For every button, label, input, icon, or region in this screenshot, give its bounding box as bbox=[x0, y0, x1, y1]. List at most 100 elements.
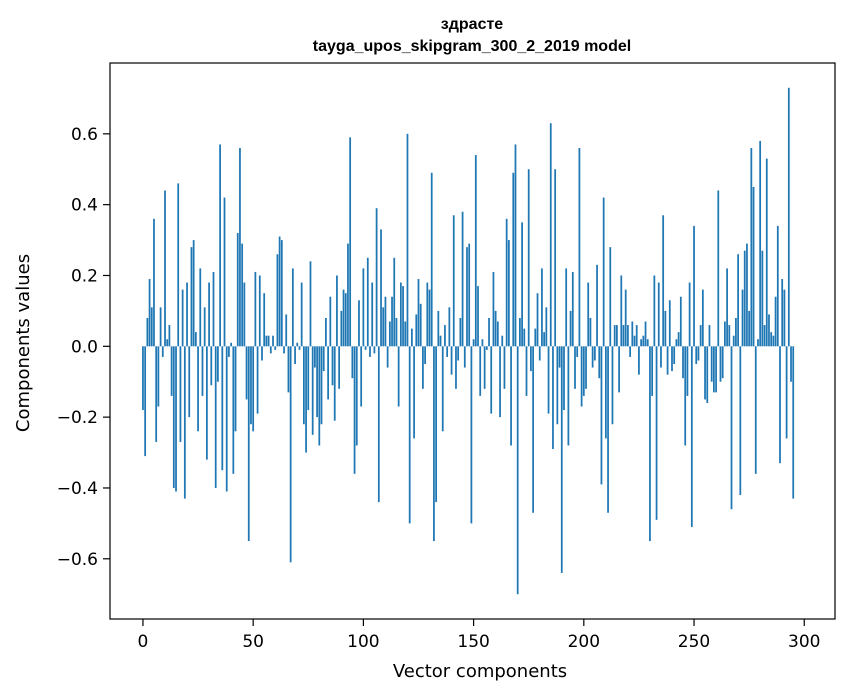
bar bbox=[230, 342, 233, 347]
bar bbox=[256, 346, 259, 414]
bar bbox=[741, 289, 744, 347]
bar bbox=[644, 321, 647, 347]
chart-subtitle: tayga_upos_skipgram_300_2_2019 model bbox=[313, 38, 631, 55]
bar bbox=[329, 296, 332, 347]
bar bbox=[336, 275, 338, 347]
bar bbox=[481, 339, 484, 347]
bar bbox=[452, 215, 455, 347]
bar bbox=[234, 346, 237, 432]
bar bbox=[701, 289, 704, 347]
bar bbox=[541, 268, 543, 347]
bar bbox=[278, 236, 281, 347]
bar bbox=[620, 275, 623, 347]
bar bbox=[417, 279, 420, 347]
bar bbox=[426, 282, 429, 347]
bar bbox=[510, 346, 512, 446]
y-axis-label: Components values bbox=[13, 254, 34, 432]
bar bbox=[399, 282, 402, 347]
y-tick-label: −0.2 bbox=[57, 408, 98, 428]
bar bbox=[294, 346, 296, 365]
bar bbox=[627, 325, 629, 347]
bar bbox=[666, 346, 669, 375]
bar bbox=[333, 346, 336, 421]
bar bbox=[470, 346, 473, 524]
bar bbox=[437, 310, 440, 347]
bar bbox=[673, 346, 676, 365]
x-tick-label: 300 bbox=[788, 632, 820, 652]
bar bbox=[364, 346, 367, 350]
bar bbox=[779, 346, 781, 464]
bar bbox=[488, 317, 490, 347]
bar bbox=[377, 346, 380, 503]
bar bbox=[499, 346, 501, 418]
bar bbox=[576, 346, 579, 357]
bar bbox=[609, 247, 612, 347]
bar bbox=[280, 240, 283, 347]
bar bbox=[190, 247, 193, 347]
bar bbox=[243, 282, 246, 347]
bar bbox=[653, 275, 656, 347]
y-tick-label: 0.4 bbox=[71, 196, 98, 216]
bar bbox=[146, 317, 149, 347]
bar bbox=[463, 346, 466, 368]
bar bbox=[708, 325, 711, 347]
bar bbox=[318, 346, 321, 446]
bar bbox=[754, 346, 757, 474]
bar bbox=[765, 158, 768, 347]
bar bbox=[739, 346, 742, 496]
bar bbox=[159, 307, 162, 347]
bar bbox=[305, 346, 307, 453]
bar bbox=[441, 346, 444, 432]
bar bbox=[344, 293, 347, 347]
bar bbox=[638, 346, 640, 375]
bar bbox=[604, 346, 607, 439]
bar bbox=[142, 346, 144, 411]
bar bbox=[274, 346, 277, 350]
bar bbox=[311, 346, 314, 435]
bar bbox=[600, 346, 603, 485]
bar bbox=[300, 282, 303, 347]
bar bbox=[715, 346, 717, 393]
bar bbox=[360, 346, 363, 407]
bar bbox=[402, 286, 404, 347]
bar bbox=[214, 346, 217, 488]
bar bbox=[331, 346, 334, 386]
bar bbox=[435, 346, 438, 503]
bar bbox=[624, 289, 627, 347]
bar bbox=[362, 268, 365, 347]
bar bbox=[444, 325, 446, 347]
bar bbox=[580, 346, 583, 407]
bar bbox=[538, 346, 541, 361]
bar bbox=[428, 289, 431, 347]
bar bbox=[649, 346, 651, 542]
y-tick-label: −0.4 bbox=[57, 479, 98, 499]
bar bbox=[161, 346, 164, 357]
bar bbox=[611, 346, 614, 425]
bar bbox=[686, 346, 689, 396]
bar bbox=[776, 225, 779, 347]
bar bbox=[291, 268, 294, 347]
bar bbox=[419, 303, 422, 347]
x-axis: 0 50 100 150 200 250 300 bbox=[138, 619, 820, 652]
bar bbox=[263, 293, 266, 347]
bar bbox=[433, 346, 435, 542]
bar bbox=[448, 307, 451, 347]
bar bbox=[490, 346, 493, 414]
bar bbox=[338, 346, 341, 389]
bar bbox=[761, 250, 764, 347]
bar bbox=[415, 314, 418, 347]
bar bbox=[457, 346, 460, 361]
bar bbox=[569, 310, 572, 347]
bar bbox=[479, 346, 482, 396]
bar bbox=[384, 296, 387, 347]
bar bbox=[170, 346, 173, 396]
bar bbox=[774, 296, 777, 347]
bar bbox=[514, 144, 517, 347]
bar bbox=[148, 279, 151, 347]
bar bbox=[175, 346, 177, 492]
bar bbox=[461, 211, 464, 347]
bar bbox=[571, 271, 574, 347]
bar bbox=[186, 282, 188, 347]
bar bbox=[239, 147, 241, 347]
bar bbox=[545, 307, 548, 347]
